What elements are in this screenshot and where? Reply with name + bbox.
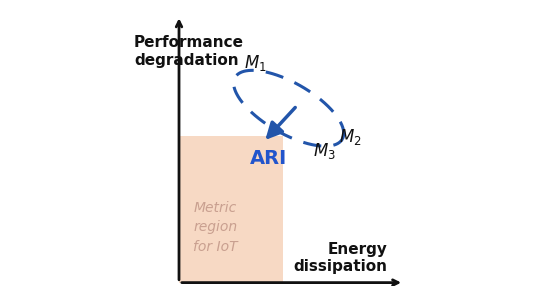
Text: Metric
region
for IoT: Metric region for IoT	[193, 200, 238, 254]
Text: $M_2$: $M_2$	[339, 127, 362, 147]
FancyBboxPatch shape	[179, 136, 283, 283]
Text: Performance
degradation: Performance degradation	[134, 35, 244, 67]
Text: ARI: ARI	[250, 149, 288, 168]
Text: Energy
dissipation: Energy dissipation	[293, 242, 387, 274]
Text: $M_1$: $M_1$	[244, 53, 267, 73]
Text: $M_3$: $M_3$	[313, 140, 336, 160]
